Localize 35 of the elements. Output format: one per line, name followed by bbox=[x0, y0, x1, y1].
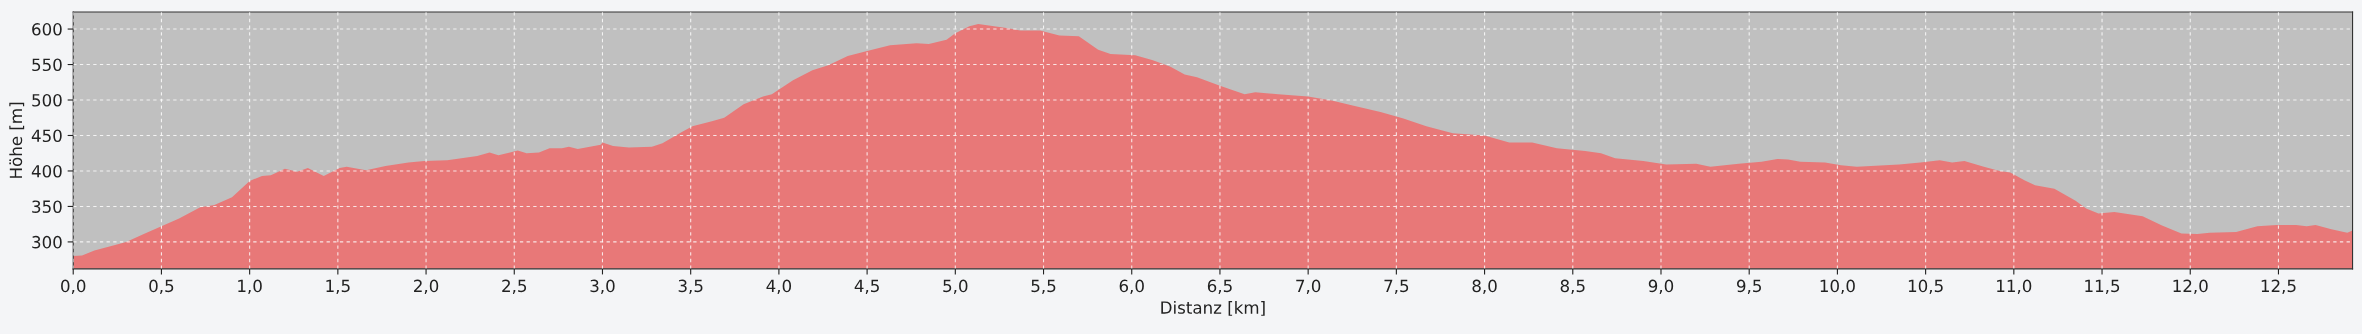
y-tick-label: 500 bbox=[32, 93, 62, 107]
x-tick-label: 9,0 bbox=[1648, 279, 1674, 294]
x-tick-label: 9,5 bbox=[1737, 279, 1761, 294]
x-tick-label: 12,5 bbox=[2261, 279, 2296, 294]
x-tick-label: 4,5 bbox=[854, 279, 879, 294]
x-tick-label: 6,5 bbox=[1207, 279, 1232, 294]
x-tick-label: 0,0 bbox=[61, 279, 86, 294]
x-tick-label: 4,0 bbox=[766, 279, 792, 294]
x-tick-label: 5,0 bbox=[943, 279, 968, 294]
y-tick-label: 600 bbox=[32, 23, 62, 36]
x-tick-label: 8,5 bbox=[1560, 279, 1585, 294]
x-tick-label: 2,0 bbox=[414, 279, 439, 294]
x-tick-label: 1,5 bbox=[326, 279, 350, 294]
x-tick-label: 10,0 bbox=[1820, 279, 1855, 294]
y-tick-label: 350 bbox=[32, 200, 62, 213]
x-tick-label: 7,5 bbox=[1384, 279, 1409, 294]
x-tick-label: 10,5 bbox=[1908, 279, 1943, 294]
y-tick-label: 300 bbox=[32, 235, 62, 249]
x-tick-label: 0,5 bbox=[149, 279, 174, 294]
x-tick-label: 11,5 bbox=[2085, 279, 2120, 294]
x-tick-label: 5,5 bbox=[1031, 279, 1056, 294]
y-tick-label: 550 bbox=[32, 58, 62, 72]
x-axis-title: Distanz [km] bbox=[1161, 300, 1265, 316]
y-axis-title: Höhe [m] bbox=[9, 102, 25, 178]
x-tick-label: 2,5 bbox=[502, 279, 527, 294]
x-tick-label: 8,0 bbox=[1472, 279, 1497, 294]
x-tick-label: 12,0 bbox=[2173, 279, 2208, 294]
x-tick-label: 3,0 bbox=[590, 279, 615, 294]
y-tick-label: 400 bbox=[31, 164, 62, 178]
x-tick-label: 3,5 bbox=[678, 279, 703, 294]
x-tick-label: 11,0 bbox=[1997, 279, 2032, 294]
x-tick-label: 6,0 bbox=[1119, 279, 1144, 294]
x-tick-label: 1,0 bbox=[238, 279, 262, 294]
x-tick-label: 7,0 bbox=[1296, 279, 1321, 294]
y-tick-label: 450 bbox=[31, 129, 62, 143]
